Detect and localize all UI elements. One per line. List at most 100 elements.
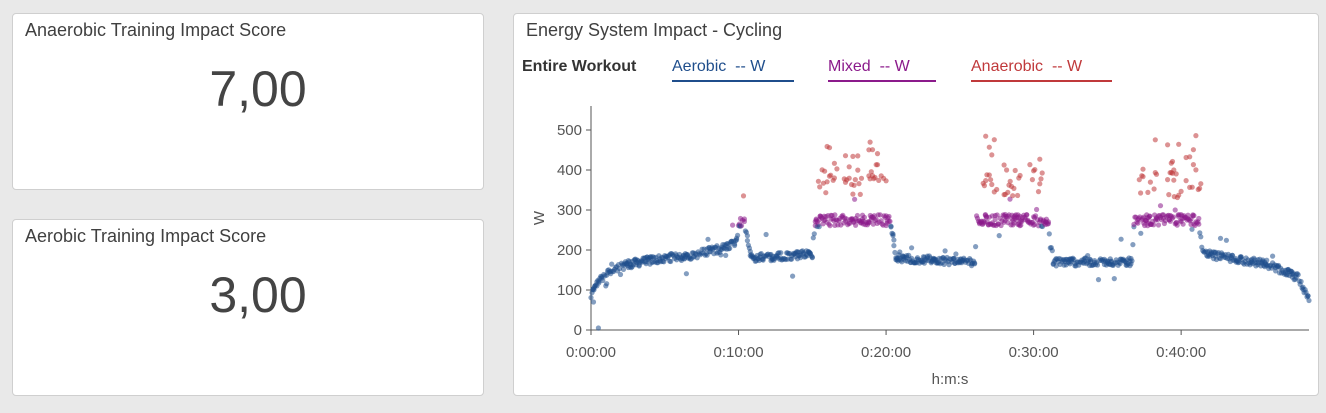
aerobic-point: [1273, 268, 1279, 274]
anaerobic-point: [1166, 192, 1172, 198]
anaerobic-point: [1171, 167, 1177, 173]
anaerobic-point: [1178, 188, 1184, 194]
anaerobic-point: [994, 186, 1000, 193]
mixed-point: [1157, 203, 1164, 209]
aerobic-point: [1111, 276, 1117, 282]
anaerobic-point: [869, 147, 876, 153]
aerobic-point: [897, 249, 903, 255]
anaerobic-point: [983, 133, 989, 139]
anaerobic-point: [1011, 185, 1017, 191]
aerobic-point: [909, 245, 915, 251]
mixed-point: [1019, 218, 1025, 225]
mixed-point: [738, 223, 745, 229]
anaerobic-point: [1169, 158, 1176, 165]
aerobic-point: [888, 223, 894, 229]
anaerobic-score-value: 7,00: [209, 61, 307, 117]
anaerobic-point: [823, 190, 829, 196]
mixed-point: [1172, 207, 1178, 213]
anaerobic-point: [1165, 142, 1171, 148]
mixed-point: [1024, 212, 1030, 218]
anaerobic-point: [846, 175, 852, 181]
aerobic-point: [590, 299, 597, 305]
anaerobic-point: [852, 177, 858, 183]
mixed-point: [853, 222, 859, 228]
anaerobic-point: [1029, 177, 1035, 183]
chart-legend: Entire Workout Aerobic -- W Mixed -- W A…: [522, 58, 1302, 82]
aerobic-point: [588, 295, 594, 301]
x-axis-title: h:m:s: [932, 371, 969, 388]
aerobic-point: [1198, 234, 1204, 240]
mixed-point: [832, 212, 838, 218]
mixed-point: [741, 216, 747, 222]
aerobic-point: [718, 252, 724, 258]
x-tick-label: 0:20:00: [861, 344, 911, 361]
aerobic-point: [595, 325, 601, 331]
aerobic-point: [809, 254, 815, 260]
anaerobic-point: [740, 193, 747, 199]
anaerobic-point: [1012, 167, 1018, 174]
aerobic-point: [1306, 297, 1312, 304]
anaerobic-point: [1190, 147, 1196, 153]
anaerobic-point: [1197, 185, 1203, 191]
aerobic-point: [1298, 278, 1304, 285]
anaerobic-point: [989, 152, 995, 158]
y-axis-title: W: [531, 210, 548, 225]
mixed-point: [1033, 213, 1039, 219]
aerobic-point: [1046, 231, 1052, 237]
anaerobic-point: [872, 174, 878, 181]
anaerobic-point: [981, 183, 987, 189]
anaerobic-point: [988, 177, 994, 183]
anaerobic-point: [855, 153, 861, 159]
aerobic-point: [763, 231, 769, 238]
aerobic-point: [810, 235, 816, 241]
y-tick-label: 200: [557, 242, 582, 259]
anaerobic-point: [986, 144, 992, 150]
anaerobic-point: [1189, 184, 1195, 190]
aerobic-score-title: Aerobic Training Impact Score: [25, 226, 267, 246]
aerobic-point: [1295, 272, 1301, 278]
aerobic-point: [705, 236, 711, 242]
anaerobic-point: [855, 167, 861, 173]
mixed-point: [1045, 221, 1051, 227]
aerobic-point: [617, 271, 624, 278]
anaerobic-score-card: Anaerobic Training Impact Score 7,00: [12, 13, 484, 190]
mixed-point: [1034, 206, 1040, 213]
aerobic-point: [1305, 293, 1311, 299]
aerobic-point: [735, 232, 741, 238]
anaerobic-point: [1138, 190, 1144, 196]
aerobic-point: [890, 231, 896, 237]
anaerobic-point: [1038, 176, 1044, 182]
anaerobic-point: [1151, 186, 1157, 192]
aerobic-score-value: 3,00: [209, 267, 307, 323]
aerobic-point: [1138, 230, 1144, 236]
anaerobic-point: [1153, 171, 1160, 177]
anaerobic-point: [1145, 189, 1151, 195]
anaerobic-point: [850, 191, 856, 197]
anaerobic-point: [857, 191, 863, 197]
legend-scope-label[interactable]: Entire Workout: [522, 58, 637, 75]
mixed-point: [844, 216, 850, 222]
anaerobic-point: [1007, 178, 1013, 184]
anaerobic-point: [1136, 177, 1142, 183]
mixed-point: [1185, 212, 1191, 218]
aerobic-point: [1197, 230, 1203, 236]
anaerobic-point: [815, 178, 821, 184]
x-tick-label: 0:10:00: [714, 344, 764, 361]
aerobic-point: [973, 244, 979, 250]
aerobic-point: [727, 245, 733, 251]
legend-aerobic[interactable]: Aerobic -- W: [672, 58, 794, 82]
legend-mixed[interactable]: Mixed -- W: [828, 58, 936, 82]
energy-system-card: 0 100 200 300 400 500 0:00:00 0:10:00 0:20:00 0:3…: [513, 13, 1319, 396]
mixed-point: [1191, 213, 1197, 219]
anaerobic-point: [1010, 193, 1016, 199]
aerobic-point: [620, 266, 627, 272]
legend-anaerobic[interactable]: Anaerobic -- W: [971, 58, 1112, 82]
aerobic-point: [734, 237, 740, 243]
anaerobic-point: [1176, 141, 1182, 147]
anaerobic-point: [1183, 178, 1189, 184]
aerobic-point: [891, 237, 897, 243]
mixed-point: [730, 222, 736, 228]
anaerobic-point: [874, 162, 881, 168]
anaerobic-point: [883, 178, 889, 184]
anaerobic-point: [1193, 167, 1199, 173]
